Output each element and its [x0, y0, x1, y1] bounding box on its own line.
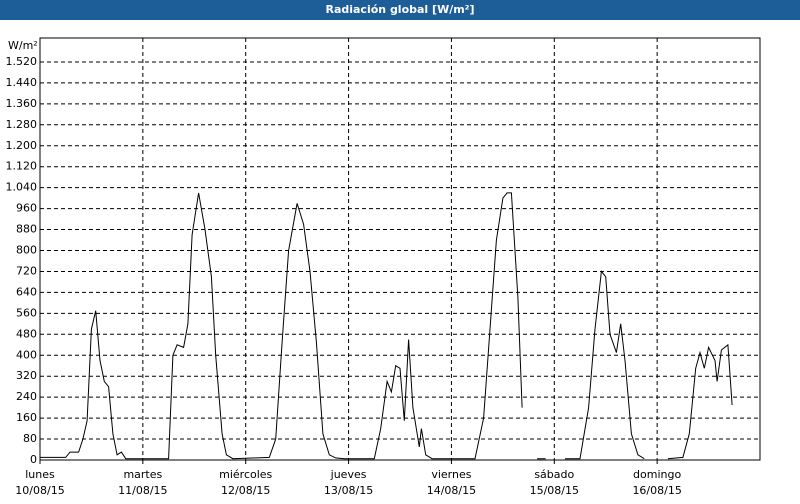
title-bar	[0, 0, 800, 20]
y-tick-label: 560	[16, 306, 37, 319]
y-tick-label: 0	[30, 453, 37, 466]
y-tick-label: 1.360	[6, 97, 38, 110]
y-tick-label: 480	[16, 327, 37, 340]
x-tick-date: 14/08/15	[427, 484, 476, 497]
y-tick-label: 160	[16, 411, 37, 424]
y-tick-label: 80	[23, 432, 37, 445]
x-tick-label: lunes	[25, 468, 55, 481]
x-tick-label: viernes	[431, 468, 471, 481]
y-tick-label: 1.440	[6, 76, 38, 89]
y-tick-label: 320	[16, 369, 37, 382]
x-tick-label: martes	[123, 468, 162, 481]
x-tick-label: sábado	[534, 468, 574, 481]
plot-frame	[39, 37, 761, 461]
x-tick-date: 15/08/15	[530, 484, 579, 497]
x-tick-label: domingo	[633, 468, 681, 481]
data-line	[40, 192, 733, 460]
y-tick-label: 1.120	[6, 160, 38, 173]
y-tick-label: 880	[16, 223, 37, 236]
y-tick-label: 640	[16, 285, 37, 298]
y-tick-label: 1.040	[6, 181, 38, 194]
x-tick-label: jueves	[330, 468, 367, 481]
x-tick-label: miércoles	[219, 468, 272, 481]
y-tick-label: 960	[16, 202, 37, 215]
x-tick-date: 11/08/15	[118, 484, 167, 497]
y-tick-label: 400	[16, 348, 37, 361]
x-tick-date: 13/08/15	[324, 484, 373, 497]
x-tick-date: 10/08/15	[15, 484, 64, 497]
y-tick-label: 1.200	[6, 139, 38, 152]
y-tick-label: 800	[16, 244, 37, 257]
y-tick-label: 240	[16, 390, 37, 403]
y-tick-label: 1.520	[6, 55, 38, 68]
x-tick-date: 12/08/15	[221, 484, 270, 497]
y-tick-label: 720	[16, 264, 37, 277]
chart-title: Radiación global [W/m²]	[325, 3, 474, 16]
y-axis-label: W/m²	[8, 39, 38, 52]
y-tick-label: 1.280	[6, 118, 38, 131]
x-tick-date: 16/08/15	[632, 484, 681, 497]
